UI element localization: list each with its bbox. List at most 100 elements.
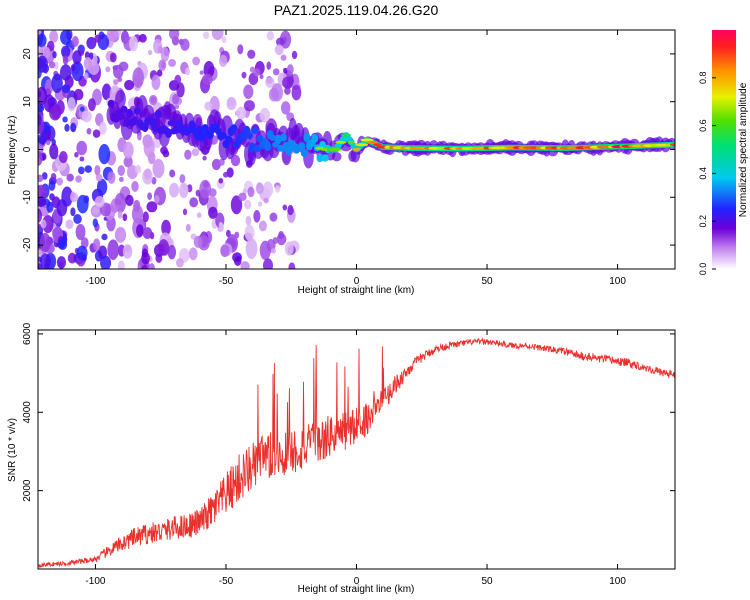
noise-blob [135,224,144,238]
noise-blob [147,49,153,56]
noise-blob [132,67,144,88]
noise-blob [58,238,68,250]
ridge-peak [530,146,538,150]
snr-plot-area [38,337,675,569]
noise-blob [244,199,252,210]
noise-blob [218,221,224,230]
noise-blob [203,60,215,78]
noise-blob [271,83,283,102]
noise-blob [60,45,71,58]
noise-blob [124,79,135,91]
spectrogram-y-ticks: 20 10 0 -10 -20 [22,48,675,252]
noise-blob [66,30,73,41]
noise-blob [73,88,84,101]
noise-blob [245,215,252,226]
spectrogram-x-ticks: -100 -50 0 50 100 [85,30,626,287]
noise-blob [287,204,294,216]
noise-blob [101,233,108,241]
noise-blob [196,212,202,218]
noise-blob [191,148,200,157]
noise-blob [151,74,161,91]
noise-blob [284,241,294,256]
noise-blob [259,74,264,80]
noise-blob [99,121,107,135]
noise-blob [59,64,72,81]
noise-blob [59,151,68,164]
noise-blob [56,256,67,269]
noise-blob [38,263,43,269]
ridge-peak [352,148,361,151]
noise-blob [92,238,101,251]
noise-blob [193,235,203,248]
snr-y-ticks: 2000 4000 6000 [22,322,675,502]
noise-blob [114,226,127,243]
ridge-core [230,124,238,132]
noise-blob [236,106,247,120]
noise-blob [105,66,111,73]
noise-blob [283,67,288,74]
noise-blob [230,195,243,215]
y-tick-label: 20 [22,48,33,60]
y-tick-label: 6000 [22,322,33,345]
noise-blob [180,38,190,51]
ridge-core [133,107,141,115]
snr-panel: -100 -50 0 50 100 2000 4000 6000 Height of str… [7,322,676,595]
snr-y-label: SNR (10 * v/v) [7,418,18,482]
noise-blob [244,224,255,241]
ridge-core [118,113,126,120]
noise-blob [243,100,255,112]
noise-blob [62,116,68,123]
noise-blob [95,173,103,182]
noise-blob [262,258,274,269]
noise-blob [101,83,112,101]
noise-blob [162,149,170,158]
spectrogram-y-label: Frequency (Hz) [7,116,18,185]
noise-blob [61,186,73,207]
noise-blob [291,50,298,60]
noise-blob [54,61,59,70]
noise-blob [169,182,179,198]
noise-blob [142,168,153,185]
noise-blob [39,253,52,269]
ridge-peak [551,146,559,150]
noise-blob [84,165,92,173]
colorbar-tick-label: 0.4 [698,167,708,180]
noise-blob [66,173,74,182]
noise-blob [189,197,199,208]
ridge-core [151,125,159,132]
noise-blob [182,208,188,216]
noise-blob [94,34,101,43]
noise-blob [282,204,288,211]
noise-blob [38,135,47,145]
noise-blob [156,69,163,77]
noise-blob [280,54,287,61]
ridge-core [316,153,324,163]
noise-blob [49,105,62,121]
x-tick-label: -100 [85,276,105,287]
noise-blob [185,67,190,76]
noise-blob [204,101,213,111]
figure-title: PAZ1.2025.119.04.26.G20 [274,2,439,18]
noise-blob [92,129,101,138]
noise-blob [46,201,54,213]
noise-blob [71,36,79,47]
noise-blob [38,33,47,48]
noise-blob [266,61,272,70]
ridge-peak [347,140,355,144]
noise-blob [38,208,43,223]
ridge-core [279,133,287,142]
noise-blob [49,143,59,160]
x-tick-label: 50 [481,576,493,587]
noise-blob [235,256,241,262]
noise-blob [123,141,134,159]
noise-blob [86,128,92,135]
noise-blob [40,219,47,229]
noise-blob [291,84,302,101]
noise-blob [259,240,271,261]
noise-blob [134,164,142,174]
ridge-core [167,120,175,127]
noise-blob [202,155,207,161]
x-tick-label: -100 [85,576,105,587]
ridge-core [303,132,311,143]
noise-blob [51,73,63,94]
